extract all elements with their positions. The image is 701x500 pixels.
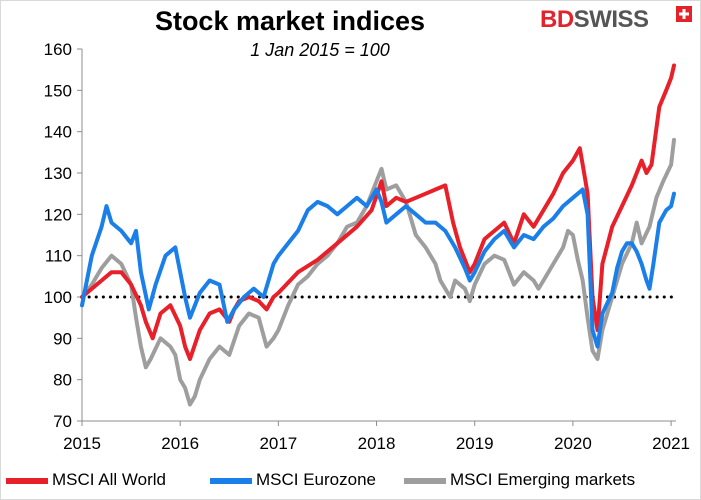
y-tick-label: 150	[44, 81, 72, 100]
chart-title: Stock market indices	[154, 6, 426, 36]
series-lines	[80, 63, 676, 407]
x-tick-label: 2017	[259, 434, 297, 453]
chart-subtitle: 1 Jan 2015 = 100	[250, 40, 390, 60]
bdswiss-logo: BDSWISS	[540, 6, 649, 33]
x-tick-label: 2016	[161, 434, 199, 453]
legend-item-eurozone: MSCI Eurozone	[210, 470, 376, 490]
series-line-all-world	[80, 63, 676, 361]
legend-item-emerging: MSCI Emerging markets	[404, 470, 635, 490]
y-tick-label: 100	[44, 288, 72, 307]
y-tick-label: 130	[44, 164, 72, 183]
line-chart: 70 80 90 100 110 120 130 140 150 160 2015 2016 2017 2…	[44, 40, 690, 453]
x-tick-label: 2020	[554, 434, 592, 453]
legend-label-eurozone: MSCI Eurozone	[256, 470, 376, 489]
x-tick-label: 2018	[358, 434, 396, 453]
series-line-eurozone	[80, 187, 676, 349]
legend-swatch-eurozone	[210, 477, 252, 484]
y-tick-label: 160	[44, 40, 72, 59]
legend-swatch-emerging	[404, 477, 446, 484]
y-tick-label: 110	[45, 247, 72, 266]
legend-label-all-world: MSCI All World	[52, 470, 166, 489]
legend-swatch-all-world	[6, 477, 48, 484]
logo-cross-icon	[676, 6, 692, 22]
y-tick-label: 140	[44, 123, 72, 142]
x-tick-label: 2021	[652, 434, 690, 453]
y-tick-label: 80	[53, 371, 72, 390]
y-tick-label: 90	[53, 329, 72, 348]
x-tick-label: 2019	[456, 434, 494, 453]
y-tick-label: 70	[53, 412, 72, 431]
y-tick-label: 120	[44, 205, 72, 224]
chart-axes: 70 80 90 100 110 120 130 140 150 160 2015 2016 2017 2…	[44, 40, 690, 453]
legend-item-all-world: MSCI All World	[6, 470, 166, 490]
legend-label-emerging: MSCI Emerging markets	[450, 470, 636, 489]
x-tick-label: 2015	[63, 434, 101, 453]
series-line-emerging	[80, 137, 676, 407]
